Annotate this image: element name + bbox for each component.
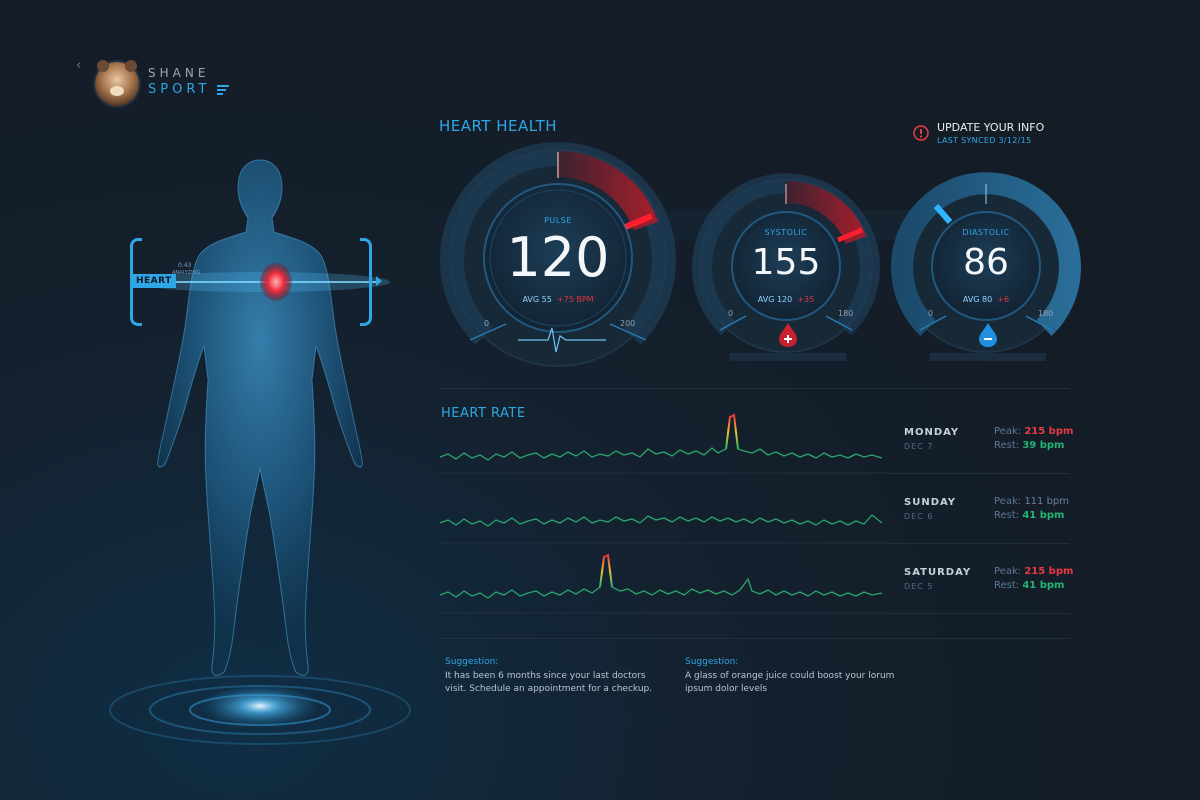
row-divider: [888, 473, 1070, 474]
sunday-peak-stat: Peak: 111 bpm: [994, 496, 1070, 507]
pulse-average: AVG 55 +75 BPM: [498, 295, 618, 304]
last-synced: LAST SYNCED 3/12/15: [937, 136, 1032, 145]
monday-peak: [725, 413, 739, 450]
diastolic-min: 0: [928, 309, 934, 318]
bear-ear-left: [97, 60, 109, 72]
scan-bracket-right: [360, 238, 372, 326]
bear-snout: [110, 86, 124, 96]
suggestion-title: Suggestion:: [685, 657, 739, 667]
scan-time: 0:43: [178, 262, 192, 269]
diastolic-label: DIASTOLIC: [962, 228, 1010, 237]
pulse-delta: +75 BPM: [556, 295, 594, 304]
alert-triangle-icon[interactable]: [913, 125, 929, 141]
day-name-monday: MONDAY: [904, 427, 960, 438]
body-silhouette: [157, 159, 363, 676]
bear-ear-right: [125, 60, 137, 72]
heart-rate-title: HEART RATE: [441, 406, 526, 421]
day-date-sunday: DEC 6: [904, 512, 934, 521]
back-chevron-icon[interactable]: ‹: [76, 58, 82, 73]
update-info-link[interactable]: UPDATE YOUR INFO: [937, 121, 1045, 134]
pulse-gauge-graphic: [440, 142, 676, 367]
brand-name-line1: SHANE: [148, 66, 210, 80]
systolic-avg-label: AVG 120: [757, 295, 793, 304]
sunday-trace: [439, 514, 883, 527]
pulse-ecg-line: [518, 327, 606, 353]
row-divider: [888, 543, 1070, 544]
diastolic-indicator: [933, 204, 953, 224]
pulse-value: 120: [506, 226, 610, 289]
suggestion-title: Suggestion:: [445, 657, 499, 667]
saturday-peak-stat: Peak: 215 bpm: [994, 566, 1074, 577]
section-divider: [440, 388, 1070, 389]
systolic-label: SYSTOLIC: [764, 228, 808, 237]
systolic-max: 180: [838, 309, 854, 318]
systolic-average: AVG 120 +35: [726, 295, 846, 304]
gauges-panel: [440, 142, 1081, 367]
day-date-monday: DEC 7: [904, 442, 934, 451]
day-name-sunday: SUNDAY: [904, 497, 957, 508]
systolic-gauge-graphic: [692, 173, 880, 361]
brand-name-line2: SPORT: [148, 82, 211, 97]
monday-trace: [439, 414, 883, 461]
decrease-drop-icon[interactable]: [977, 322, 999, 348]
heart-health-title: HEART HEALTH: [439, 117, 558, 135]
day-name-saturday: SATURDAY: [904, 567, 972, 578]
avatar[interactable]: [95, 60, 139, 106]
pulse-avg-label: AVG 55: [522, 295, 552, 304]
pulse-max: 200: [620, 319, 636, 328]
heart-scan-tag[interactable]: HEART: [132, 274, 176, 288]
diastolic-max: 180: [1038, 309, 1054, 318]
section-divider: [440, 638, 1070, 639]
diastolic-delta: +6: [997, 295, 1010, 304]
heart-organ: [260, 263, 292, 301]
human-body-figure: [109, 159, 411, 745]
saturday-trace: [439, 554, 883, 599]
suggestion-text: A glass of orange juice could boost your…: [685, 671, 895, 694]
systolic-value: 155: [751, 242, 821, 283]
systolic-min: 0: [728, 309, 734, 318]
sunday-rest-stat: Rest: 41 bpm: [994, 510, 1065, 521]
pulse-min: 0: [484, 319, 490, 328]
monday-rest-stat: Rest: 39 bpm: [994, 440, 1065, 451]
scan-bracket-left: [130, 238, 142, 326]
row-divider: [888, 613, 1070, 614]
monday-peak-stat: Peak: 215 bpm: [994, 426, 1074, 437]
heart-rate-traces: [439, 413, 888, 614]
floor-ripple-outer: [109, 675, 411, 745]
diastolic-gauge-graphic: [891, 172, 1081, 361]
diastolic-value: 86: [963, 242, 1009, 283]
saturday-peak: [599, 553, 613, 588]
diastolic-avg-label: AVG 80: [962, 295, 993, 304]
saturday-rest-stat: Rest: 41 bpm: [994, 580, 1065, 591]
day-date-saturday: DEC 5: [904, 582, 934, 591]
floor-glow: [200, 684, 320, 728]
systolic-indicator: [837, 227, 863, 243]
diastolic-average: AVG 80 +6: [926, 295, 1046, 304]
scan-arrow-icon[interactable]: [376, 276, 382, 286]
pulse-label: PULSE: [544, 216, 572, 225]
systolic-delta: +35: [797, 295, 815, 304]
suggestion-text: It has been 6 months since your last doc…: [445, 671, 653, 694]
menu-icon[interactable]: [217, 85, 229, 97]
increase-drop-icon[interactable]: [777, 322, 799, 348]
scan-status: ANALYZING: [172, 270, 201, 276]
